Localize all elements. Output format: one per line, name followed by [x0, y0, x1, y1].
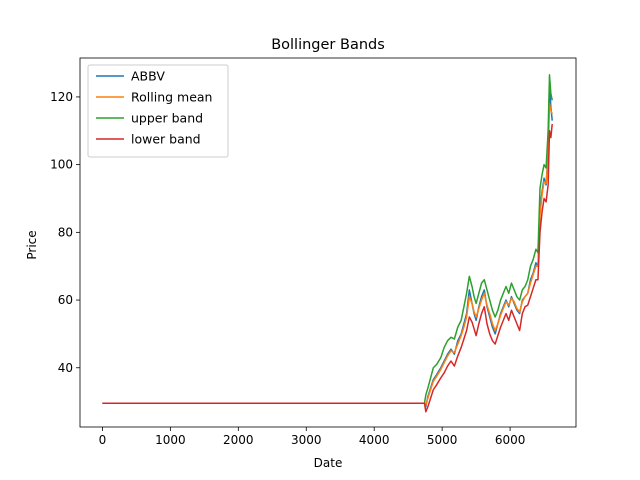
legend-entry-label: Rolling mean [131, 90, 212, 105]
y-axis-label: Price [25, 230, 39, 259]
y-tick-label: 120 [50, 90, 73, 104]
series-line-3 [102, 74, 553, 405]
plot-area: 0 1000 2000 3000 4000 5000 6000 40 60 80 100 120 [50, 57, 577, 447]
axes-frame [79, 57, 577, 428]
y-tick-label: 100 [50, 158, 73, 172]
x-tick-label: 6000 [495, 433, 526, 447]
legend-entry-label: lower band [131, 132, 201, 147]
series-line-4 [102, 123, 553, 413]
x-tick-label: 1000 [155, 433, 186, 447]
y-tick-label: 40 [58, 361, 73, 375]
series-line-2 [102, 102, 553, 406]
x-tick-label: 0 [99, 433, 107, 447]
x-tick-label: 3000 [291, 433, 322, 447]
chart-title: Bollinger Bands [271, 37, 385, 53]
y-tick-label: 80 [58, 225, 73, 239]
legend-entry-label: ABBV [131, 69, 165, 84]
x-tick-label: 2000 [223, 433, 254, 447]
legend-box [87, 64, 229, 158]
x-tick-label: 5000 [427, 433, 458, 447]
x-axis-label: Date [314, 456, 343, 470]
legend-entry-label: upper band [131, 111, 203, 126]
x-tick-label: 4000 [359, 433, 390, 447]
legend: ABBV Rolling mean upper band lower band [87, 64, 229, 158]
y-tick-label: 60 [58, 293, 73, 307]
